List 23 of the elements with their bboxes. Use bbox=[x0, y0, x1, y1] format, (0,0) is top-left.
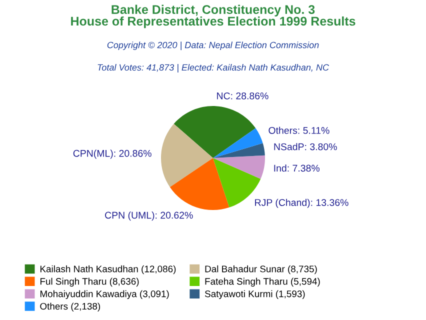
legend-label: Others (2,138) bbox=[40, 302, 100, 312]
pie-slice bbox=[174, 106, 256, 158]
pie-slice bbox=[161, 124, 213, 188]
pie-slice bbox=[170, 158, 230, 210]
legend-label: Mohaiyuddin Kawadiya (3,091) bbox=[40, 290, 169, 300]
legend-label: Ful Singh Tharu (8,636) bbox=[40, 278, 139, 287]
data-label: Others: 5.11% bbox=[268, 126, 330, 134]
data-label: NC: 28.86% bbox=[217, 92, 268, 100]
legend-label: Satyawoti Kurmi (1,593) bbox=[204, 290, 305, 300]
chart-subtitle: Copyright © 2020 | Data: Nepal Election Commission bbox=[107, 42, 319, 50]
pie-slice bbox=[213, 155, 265, 179]
pie-slice bbox=[213, 143, 265, 158]
chart-title: Banke District, Constituency No. 3 House of Representatives Election 1999 Results bbox=[71, 4, 356, 28]
data-label: NSadP: 3.80% bbox=[274, 143, 337, 150]
data-label: RJP (Chand): 13.36% bbox=[255, 198, 348, 208]
data-label: CPN (UML): 20.62% bbox=[105, 212, 193, 221]
data-label: CPN(ML): 20.86% bbox=[73, 150, 152, 159]
legend-label: Fateha Singh Tharu (5,594) bbox=[205, 278, 320, 287]
text: Total Votes: 41,873 | Elected: Kailash Nath Kasudhan, NC bbox=[98, 64, 330, 73]
legend-label: Dal Bahadur Sunar (8,735) bbox=[205, 265, 317, 274]
data-label: Ind: 7.38% bbox=[274, 164, 320, 172]
legend-label: Kailash Nath Kasudhan (12,086) bbox=[40, 265, 176, 274]
pie-slice bbox=[213, 128, 263, 158]
